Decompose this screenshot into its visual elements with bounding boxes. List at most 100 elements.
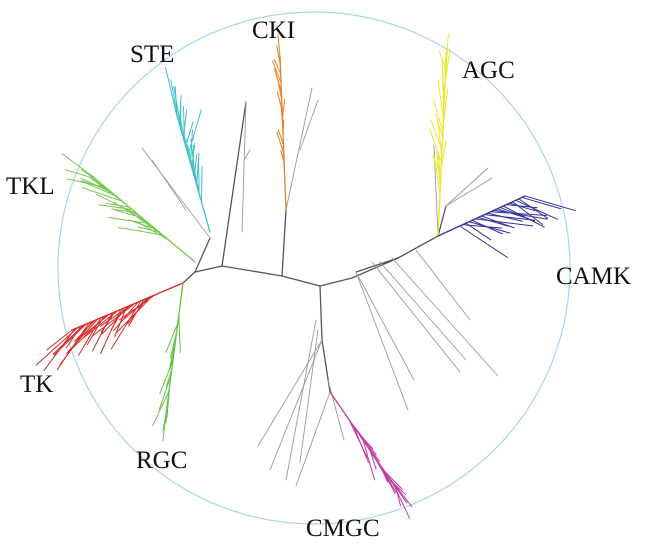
clade-ste-leaf — [196, 152, 200, 186]
clade-cki-leaf — [276, 45, 281, 66]
trunk-branch — [194, 237, 211, 273]
clade-camk-leaf — [477, 216, 509, 227]
unlabeled-branch — [243, 149, 251, 161]
clade-camk-leaf — [481, 215, 515, 229]
clade-agc — [429, 33, 451, 237]
trunk-branch — [221, 265, 283, 277]
clade-camk-leaf — [524, 195, 576, 212]
clade-camk-leaf — [521, 196, 562, 210]
clade-ste-leaf — [164, 66, 177, 113]
group-labels: STE CKI AGC TKL CAMK TK RGC CMGC — [6, 17, 631, 542]
unlabeled-branch — [445, 177, 493, 207]
clade-cki-leaf — [277, 34, 281, 57]
trunk-branch — [355, 257, 399, 273]
clade-tk-leaf — [43, 328, 76, 371]
clade-camk — [437, 195, 576, 259]
clade-agc-leaf — [429, 128, 442, 163]
clade-rgc-leaf — [162, 405, 168, 442]
clade-agc-leaf — [432, 99, 444, 133]
clade-tk-leaf — [86, 316, 105, 346]
unlabeled-branch — [257, 339, 323, 447]
clade-tkl — [61, 153, 196, 263]
clade-agc-leaf — [440, 140, 447, 169]
clade-camk-leaf — [465, 222, 492, 241]
clade-camk-leaf — [459, 225, 508, 259]
clade-tkl-stem — [91, 175, 196, 263]
trunk-branch — [319, 277, 353, 287]
unlabeled-branch — [299, 329, 319, 463]
clade-agc-leaf — [435, 113, 444, 139]
clade-rgc-leaf — [168, 337, 177, 370]
clade-cki-leaf — [280, 149, 285, 164]
clade-tk-leaf — [91, 302, 136, 337]
unlabeled-branch — [355, 271, 415, 381]
clade-cki — [272, 34, 287, 211]
clade-cki-leaf — [281, 98, 286, 119]
clade-tk-leaf — [114, 306, 128, 338]
clade-agc-leaf — [445, 33, 449, 65]
clade-ste-leaf — [193, 153, 198, 177]
unlabeled-branches — [141, 87, 499, 487]
clade-tk-leaf — [110, 300, 142, 350]
clade-tk — [35, 282, 184, 371]
trunk-branch — [281, 209, 287, 277]
clade-tk-leaf — [92, 312, 113, 352]
clade-agc-leaf — [438, 154, 442, 182]
clade-tkl-leaf — [106, 202, 130, 208]
clade-camk-leaf — [505, 204, 538, 209]
clade-ste-leaf — [190, 129, 193, 164]
clade-tkl-leaf — [108, 217, 150, 225]
clade-camk-leaf — [502, 205, 545, 228]
clade-tkl-leaf — [98, 204, 133, 211]
unlabeled-branch — [445, 167, 489, 207]
unlabeled-branch — [299, 99, 319, 151]
unlabeled-branch — [415, 249, 471, 321]
trunk-branch — [319, 285, 323, 341]
clade-tkl-leaf — [80, 168, 100, 183]
clade-rgc-leaf — [165, 398, 169, 424]
clade-cmgc-leaf — [362, 439, 376, 481]
group-label-camk: CAMK — [556, 263, 631, 290]
unlabeled-branch — [379, 261, 467, 361]
clade-camk-leaf — [518, 198, 548, 219]
clade-agc-leaf — [430, 119, 443, 151]
clade-rgc-leaf — [170, 330, 178, 359]
clade-tk-leaf — [46, 329, 73, 351]
unlabeled-branch — [371, 261, 461, 373]
clade-cmgc-leaf — [390, 480, 407, 496]
tree-trunk — [182, 101, 447, 393]
clade-ste-leaf — [187, 109, 202, 156]
clade-tkl-leaf — [82, 187, 123, 202]
unlabeled-branch — [141, 147, 211, 239]
clade-agc-leaf — [437, 80, 444, 120]
unlabeled-branch — [391, 257, 499, 377]
trunk-branch — [437, 205, 447, 237]
clade-cki-leaf — [274, 68, 282, 93]
clade-ste-leaf — [182, 109, 188, 139]
unlabeled-branch — [151, 159, 187, 211]
clade-rgc-leaf — [165, 368, 173, 387]
clade-agc-leaf — [441, 61, 445, 102]
clade-cmgc-leaf — [395, 487, 402, 507]
group-label-cmgc: CMGC — [306, 515, 380, 542]
clade-camk-leaf — [515, 199, 558, 220]
clade-ste-leaf — [185, 121, 194, 147]
trunk-branch — [351, 257, 399, 279]
clade-ste-leaf — [183, 106, 185, 143]
group-label-tkl: TKL — [6, 173, 55, 200]
group-label-cki: CKI — [252, 17, 295, 44]
trunk-branch — [281, 275, 321, 287]
clade-cmgc-leaf — [369, 449, 377, 470]
unlabeled-branch — [327, 379, 345, 441]
clade-agc-leaf — [444, 49, 451, 83]
clade-agc-leaf — [433, 154, 441, 194]
clade-rgc-leaf — [152, 390, 170, 426]
clade-rgc-leaf — [166, 383, 171, 418]
trunk-branch — [221, 101, 247, 267]
clade-ste-leaf — [174, 86, 178, 117]
clade-tk-leaf — [113, 301, 139, 332]
clade-cmgc-leaf — [383, 470, 403, 490]
clade-cmgc-leaf — [353, 425, 370, 464]
clade-ste-leaf — [179, 95, 182, 126]
clade-rgc-leaf — [158, 375, 172, 411]
